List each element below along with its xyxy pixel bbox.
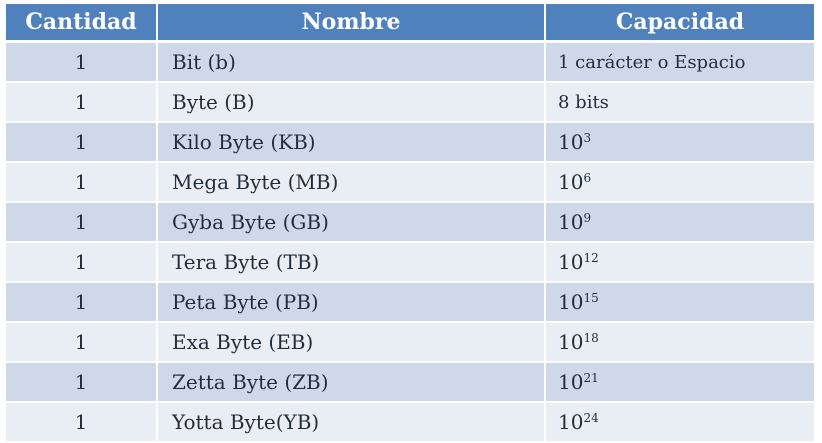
cell-capacidad: 1024 <box>546 403 814 443</box>
cell-nombre: Exa Byte (EB) <box>158 323 546 363</box>
table-header-row: Cantidad Nombre Capacidad <box>6 4 814 43</box>
power-base: 10 <box>558 370 584 394</box>
table-row: 1 Bit (b) 1 carácter o Espacio <box>6 43 814 83</box>
table-row: 1 Peta Byte (PB) 1015 <box>6 283 814 323</box>
table-row: 1 Mega Byte (MB) 106 <box>6 163 814 203</box>
cell-capacidad: 8 bits <box>546 83 814 123</box>
header-capacidad: Capacidad <box>546 4 814 43</box>
cell-cantidad: 1 <box>6 83 158 123</box>
header-cantidad: Cantidad <box>6 4 158 43</box>
power-exponent: 18 <box>583 331 599 345</box>
cell-capacidad: 106 <box>546 163 814 203</box>
cell-cantidad: 1 <box>6 363 158 403</box>
cell-cantidad: 1 <box>6 123 158 163</box>
power-base: 10 <box>558 130 584 154</box>
power-base: 10 <box>558 170 584 194</box>
storage-units-table: Cantidad Nombre Capacidad 1 Bit (b) 1 ca… <box>6 4 814 443</box>
cell-cantidad: 1 <box>6 203 158 243</box>
cell-nombre: Byte (B) <box>158 83 546 123</box>
power-base: 10 <box>558 330 584 354</box>
power-base: 10 <box>558 210 584 234</box>
power-base: 10 <box>558 410 584 434</box>
cell-capacidad: 109 <box>546 203 814 243</box>
power-exponent: 24 <box>583 411 599 425</box>
header-nombre: Nombre <box>158 4 546 43</box>
cell-capacidad: 1012 <box>546 243 814 283</box>
table-row: 1 Tera Byte (TB) 1012 <box>6 243 814 283</box>
cell-cantidad: 1 <box>6 163 158 203</box>
cell-nombre: Gyba Byte (GB) <box>158 203 546 243</box>
table-row: 1 Exa Byte (EB) 1018 <box>6 323 814 363</box>
cell-capacidad: 103 <box>546 123 814 163</box>
cell-cantidad: 1 <box>6 283 158 323</box>
power-base: 10 <box>558 290 584 314</box>
cell-nombre: Yotta Byte(YB) <box>158 403 546 443</box>
power-exponent: 6 <box>583 171 592 185</box>
cell-capacidad: 1015 <box>546 283 814 323</box>
cell-nombre: Zetta Byte (ZB) <box>158 363 546 403</box>
cell-cantidad: 1 <box>6 403 158 443</box>
cell-nombre: Tera Byte (TB) <box>158 243 546 283</box>
table-row: 1 Byte (B) 8 bits <box>6 83 814 123</box>
cell-cantidad: 1 <box>6 243 158 283</box>
power-exponent: 9 <box>583 211 592 225</box>
power-base: 10 <box>558 250 584 274</box>
cell-capacidad: 1021 <box>546 363 814 403</box>
table-row: 1 Yotta Byte(YB) 1024 <box>6 403 814 443</box>
cell-nombre: Bit (b) <box>158 43 546 83</box>
power-exponent: 12 <box>583 251 599 265</box>
power-exponent: 3 <box>583 131 592 145</box>
cell-nombre: Mega Byte (MB) <box>158 163 546 203</box>
cell-capacidad: 1018 <box>546 323 814 363</box>
table-row: 1 Gyba Byte (GB) 109 <box>6 203 814 243</box>
table-row: 1 Kilo Byte (KB) 103 <box>6 123 814 163</box>
power-exponent: 15 <box>583 291 599 305</box>
cell-cantidad: 1 <box>6 43 158 83</box>
cell-nombre: Kilo Byte (KB) <box>158 123 546 163</box>
cell-capacidad: 1 carácter o Espacio <box>546 43 814 83</box>
cell-nombre: Peta Byte (PB) <box>158 283 546 323</box>
power-exponent: 21 <box>583 371 599 385</box>
table-row: 1 Zetta Byte (ZB) 1021 <box>6 363 814 403</box>
cell-cantidad: 1 <box>6 323 158 363</box>
storage-units-table-container: Cantidad Nombre Capacidad 1 Bit (b) 1 ca… <box>6 4 814 443</box>
